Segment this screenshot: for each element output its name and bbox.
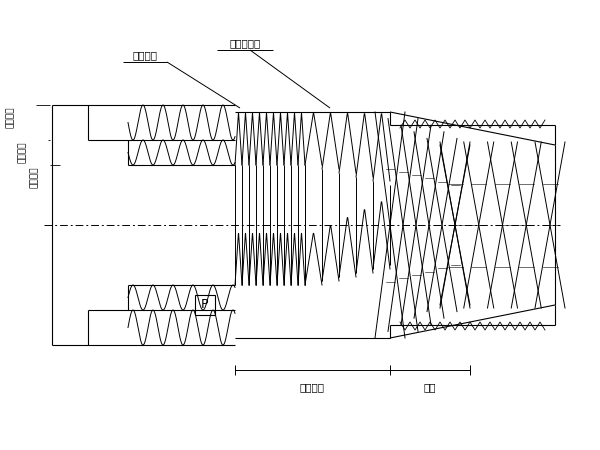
Text: 螺纹大径: 螺纹大径: [5, 106, 14, 128]
Bar: [195, 295, 215, 315]
Text: 螺尾: 螺尾: [424, 382, 436, 392]
Text: 不完整螺纹: 不完整螺纹: [229, 38, 260, 48]
Text: P: P: [201, 298, 209, 311]
Text: 螺纹小径: 螺纹小径: [29, 166, 38, 188]
Text: 螺纹中径: 螺纹中径: [17, 141, 26, 163]
Text: 有效螺纹: 有效螺纹: [300, 382, 325, 392]
Text: 完整螺纹: 完整螺纹: [133, 50, 157, 60]
